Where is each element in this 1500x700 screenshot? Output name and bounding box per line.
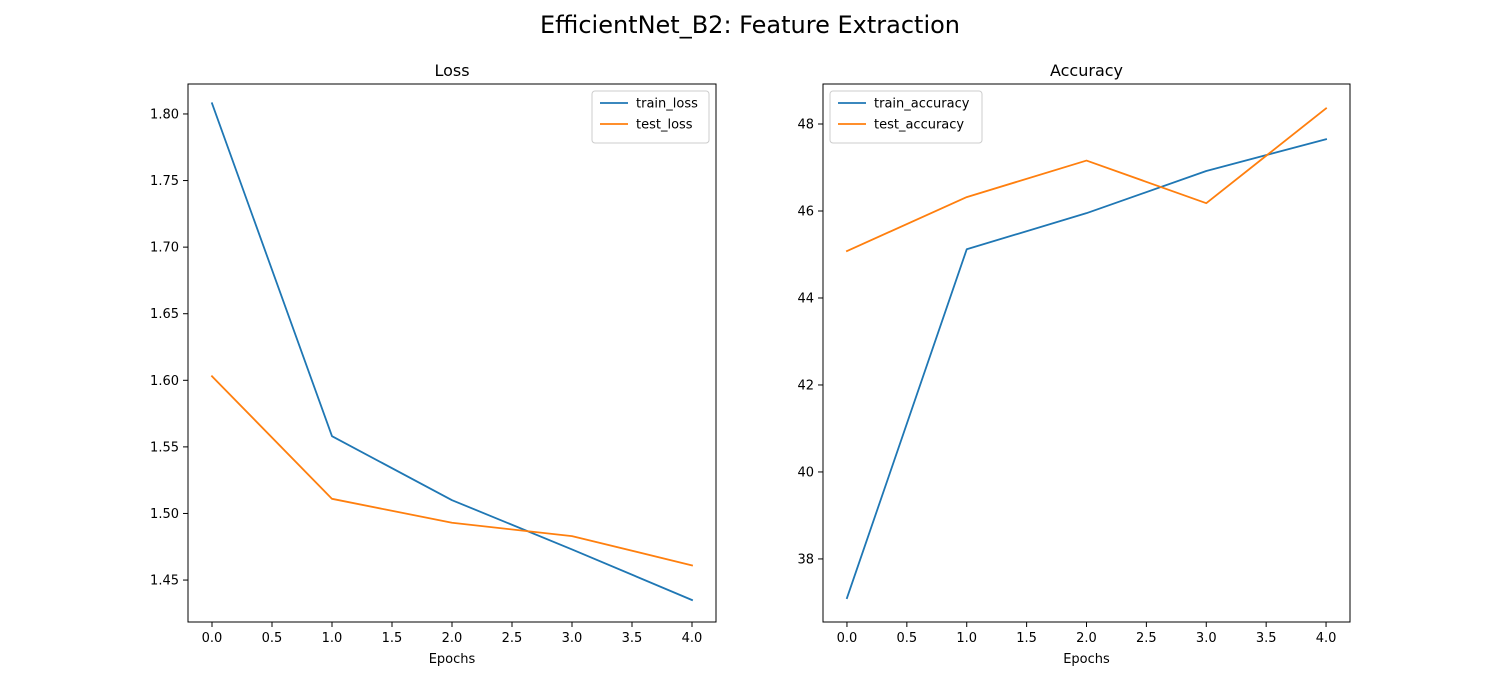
subplot-1: Loss 0.0 0.5 1.0 1.5 2.0 2.5 3.0 3.5 4.0 1.45 1.50 1… xyxy=(150,61,717,667)
series-line-test_accuracy xyxy=(845,107,1328,253)
x-tick-label: 2.5 xyxy=(502,631,523,646)
series-line-train_loss xyxy=(210,102,694,602)
x-tick-label: 4.0 xyxy=(1316,631,1337,646)
legend-box xyxy=(829,90,983,144)
subplots: Loss 0.0 0.5 1.0 1.5 2.0 2.5 3.0 3.5 4.0 1.45 1.50 1… xyxy=(150,61,1351,667)
axes-frame xyxy=(822,83,1351,623)
x-tick-label: 0.5 xyxy=(896,631,917,646)
x-tick-label: 1.5 xyxy=(1016,631,1037,646)
y-tick-label: 1.55 xyxy=(150,440,179,455)
x-tick-label: 0.0 xyxy=(837,631,858,646)
axes-frame xyxy=(187,83,717,623)
x-tick-label: 2.0 xyxy=(442,631,463,646)
x-tick-label: 1.0 xyxy=(956,631,977,646)
subplot-title: Accuracy xyxy=(1050,61,1123,80)
y-tick-label: 1.65 xyxy=(150,307,179,322)
series-line-train_accuracy xyxy=(845,138,1328,600)
legend-label: test_loss xyxy=(636,118,693,133)
legend-label: train_accuracy xyxy=(874,97,970,112)
series-line-test_loss xyxy=(210,375,694,567)
x-tick-label: 3.0 xyxy=(1196,631,1217,646)
x-tick-label: 0.0 xyxy=(202,631,223,646)
x-tick-label: 2.5 xyxy=(1136,631,1157,646)
x-tick-label: 3.0 xyxy=(562,631,583,646)
y-tick-label: 44 xyxy=(797,291,814,306)
subplot-2: Accuracy 0.0 0.5 1.0 1.5 2.0 2.5 3.0 3.5 4.0 38 40 4… xyxy=(797,61,1351,667)
y-tick-label: 1.50 xyxy=(150,507,179,522)
y-tick-label: 40 xyxy=(797,465,814,480)
legend-label: train_loss xyxy=(636,97,698,112)
figure-suptitle: EfficientNet_B2: Feature Extraction xyxy=(540,11,960,39)
subplot-title: Loss xyxy=(434,61,469,80)
x-tick-label: 0.5 xyxy=(262,631,283,646)
x-tick-label: 1.5 xyxy=(382,631,403,646)
y-tick-label: 46 xyxy=(797,204,814,219)
y-tick-label: 1.45 xyxy=(150,574,179,589)
legend: train_loss test_loss xyxy=(591,90,710,144)
y-tick-label: 1.80 xyxy=(150,107,179,122)
y-tick-label: 42 xyxy=(797,378,814,393)
y-tick-label: 1.60 xyxy=(150,374,179,389)
y-tick-label: 1.75 xyxy=(150,174,179,189)
legend: train_accuracy test_accuracy xyxy=(829,90,983,144)
x-axis-label: Epochs xyxy=(429,652,476,667)
y-tick-label: 48 xyxy=(797,118,814,133)
legend-box xyxy=(591,90,710,144)
legend-label: test_accuracy xyxy=(874,118,964,133)
x-tick-label: 3.5 xyxy=(1256,631,1277,646)
y-tick-label: 1.70 xyxy=(150,241,179,256)
x-axis-label: Epochs xyxy=(1063,652,1110,667)
x-tick-label: 4.0 xyxy=(682,631,703,646)
x-tick-label: 2.0 xyxy=(1076,631,1097,646)
x-tick-label: 1.0 xyxy=(322,631,343,646)
y-tick-label: 38 xyxy=(797,552,814,567)
x-tick-label: 3.5 xyxy=(622,631,643,646)
